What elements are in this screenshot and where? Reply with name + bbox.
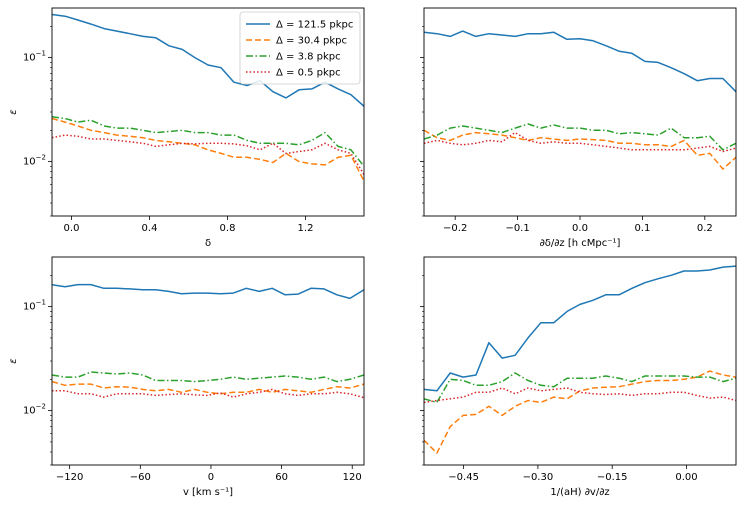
- x-tick-label: 0.00: [675, 472, 697, 483]
- y-axis-label: ε: [8, 358, 19, 364]
- x-tick-label: −0.45: [448, 472, 479, 483]
- axes-frame: [423, 256, 737, 466]
- y-tick-label: 10−2: [23, 403, 46, 417]
- series-line-1: [52, 380, 364, 395]
- x-axis-label: v [km s⁻¹]: [183, 487, 233, 498]
- series-line-1: [424, 129, 736, 170]
- x-axis-label: ∂δ/∂z [h cMpc⁻¹]: [540, 238, 621, 249]
- legend-label: Δ = 0.5 pkpc: [276, 68, 341, 79]
- y-tick-label: 10−2: [23, 154, 46, 168]
- x-axis-label: δ: [205, 238, 211, 249]
- series-line-3: [52, 134, 364, 175]
- series-lines: [52, 283, 364, 399]
- x-tick-label: −0.30: [523, 472, 554, 483]
- x-tick-label: −0.1: [505, 223, 529, 234]
- y-tick-label: 10−1: [23, 50, 46, 64]
- legend: Δ = 121.5 pkpc Δ = 30.4 pkpc Δ = 3.8 pkpc Δ…: [239, 11, 361, 85]
- x-tick-label: 0.0: [572, 223, 588, 234]
- x-tick-label: −120: [56, 472, 83, 483]
- x-tick-label: 0: [208, 472, 214, 483]
- x-tick-label: −0.15: [597, 472, 628, 483]
- series-lines: [52, 13, 364, 182]
- y-axis-label: ε: [8, 109, 19, 115]
- series-line-0: [424, 265, 736, 392]
- x-tick-label: 0.2: [697, 223, 713, 234]
- series-line-0: [424, 30, 736, 93]
- series-line-2: [424, 372, 736, 404]
- series-line-0: [52, 283, 364, 300]
- series-line-3: [424, 131, 736, 153]
- x-tick-label: −60: [130, 472, 151, 483]
- x-tick-label: 0.0: [64, 223, 80, 234]
- series-lines: [424, 30, 736, 170]
- series-line-1: [424, 370, 736, 454]
- x-tick-label: 0.1: [634, 223, 650, 234]
- panel-top-right: −0.2 −0.1 0.0 0.1 0.2 ∂δ/∂z [h cMpc⁻¹]: [420, 7, 737, 249]
- panel-bottom-right: −0.45 −0.30 −0.15 0.00 1/(aH) ∂v/∂z: [420, 256, 737, 498]
- series-line-1: [52, 117, 364, 182]
- legend-label: Δ = 3.8 pkpc: [276, 52, 341, 63]
- panel-bottom-left: −120 −60 0 60 120 10−2 10−1 ε v [km s⁻¹]: [8, 256, 365, 498]
- series-lines: [424, 265, 736, 454]
- x-tick-label: 1.2: [298, 223, 314, 234]
- y-tick-label: 10−1: [23, 299, 46, 313]
- legend-box: [239, 11, 361, 85]
- series-line-2: [52, 116, 364, 167]
- legend-label: Δ = 121.5 pkpc: [276, 20, 353, 31]
- x-tick-label: 120: [343, 472, 362, 483]
- series-line-2: [52, 371, 364, 383]
- x-tick-label: 0.8: [220, 223, 236, 234]
- x-axis-label: 1/(aH) ∂v/∂z: [550, 487, 609, 498]
- x-tick-label: 60: [275, 472, 288, 483]
- x-tick-label: −0.2: [443, 223, 467, 234]
- series-line-2: [424, 123, 736, 151]
- legend-label: Δ = 30.4 pkpc: [276, 36, 347, 47]
- series-line-3: [52, 388, 364, 399]
- series-line-0: [52, 13, 364, 107]
- x-tick-label: 0.4: [142, 223, 158, 234]
- series-line-3: [424, 387, 736, 404]
